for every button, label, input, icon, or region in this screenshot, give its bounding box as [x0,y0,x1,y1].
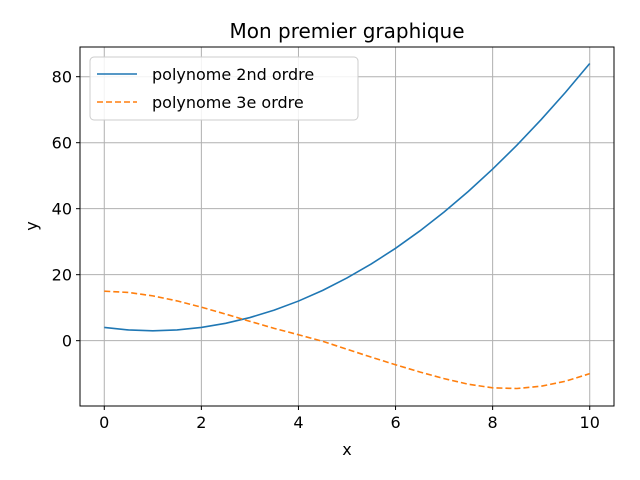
legend: polynome 2nd ordre polynome 3e ordre [89,56,359,121]
legend-label-2: polynome 3e ordre [152,93,304,112]
y-tick-label: 80 [52,68,72,87]
legend-label-1: polynome 2nd ordre [152,65,314,84]
y-tick-label: 0 [62,332,72,351]
x-tick-label: 2 [196,413,206,432]
x-tick-label: 4 [293,413,303,432]
x-tick-label: 6 [390,413,400,432]
y-tick-label: 20 [52,266,72,285]
chart-title: Mon premier graphique [229,19,464,43]
x-tick-label: 10 [580,413,600,432]
series-line-2 [104,290,590,390]
series-layer [104,62,591,390]
y-tick-label: 60 [52,134,72,153]
legend-box [89,56,359,121]
ticks: 0 2 4 6 8 10 0 20 40 60 80 [52,68,600,432]
x-axis-label: x [342,440,351,459]
y-tick-label: 40 [52,200,72,219]
x-tick-label: 8 [488,413,498,432]
plot-frame [79,46,615,407]
x-tick-label: 0 [99,413,109,432]
series-line-1 [104,62,591,332]
y-axis-label: y [22,221,41,230]
